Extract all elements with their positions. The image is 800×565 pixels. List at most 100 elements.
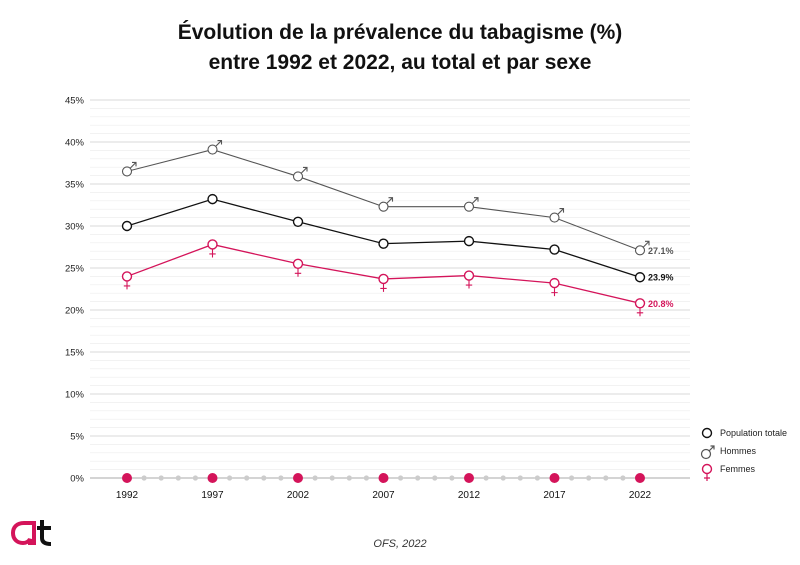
year-dot: [534, 475, 541, 481]
data-point-femmes: [207, 239, 218, 250]
female-symbol-cross: [380, 283, 387, 292]
y-tick-label: 20%: [65, 306, 85, 317]
year-dot: [432, 475, 438, 481]
data-point-total: [378, 238, 389, 249]
year-dot: [244, 475, 250, 481]
female-symbol-icon: [701, 463, 713, 481]
y-tick-label: 35%: [65, 180, 85, 191]
female-symbol-cross: [551, 288, 558, 297]
survey-year-dot: [464, 473, 474, 483]
data-point-hommes: [549, 212, 560, 223]
year-dot: [227, 475, 233, 481]
data-point-hommes: [121, 166, 133, 177]
legend-label-hommes: Hommes: [720, 446, 757, 456]
year-dot: [517, 475, 523, 481]
data-point-hommes: [634, 245, 646, 256]
data-point-femmes: [549, 277, 560, 289]
year-dot: [346, 475, 352, 481]
x-tick-label: 2022: [629, 490, 652, 501]
x-tick-label: 2002: [287, 490, 310, 501]
chart-title-line-1: Évolution de la prévalence du tabagisme …: [177, 21, 623, 44]
end-value-label-total: 23.9%: [648, 273, 674, 283]
year-dot: [175, 475, 181, 481]
series-femmes: 20.8%: [121, 239, 674, 317]
survey-year-dot: [293, 473, 303, 483]
x-tick-label: 1997: [201, 490, 224, 501]
series-total: 23.9%: [121, 193, 674, 283]
year-dot: [620, 475, 626, 481]
end-value-label-hommes: 27.1%: [648, 246, 674, 256]
x-tick-label: 1992: [116, 490, 139, 501]
data-point-total: [292, 216, 304, 228]
year-dot: [449, 475, 455, 481]
legend-label-total: Population totale: [720, 428, 788, 438]
y-tick-label: 45%: [65, 96, 85, 107]
year-dot: [261, 475, 267, 481]
data-point-femmes: [378, 273, 389, 285]
y-tick-label: 15%: [65, 348, 85, 359]
data-point-femmes: [292, 258, 304, 269]
x-tick-label: 2017: [543, 490, 566, 501]
female-symbol-cross: [209, 249, 216, 258]
year-dot: [363, 475, 369, 481]
series-line-hommes: [126, 148, 641, 251]
end-value-label-femmes: 20.8%: [648, 299, 674, 309]
data-point-hommes: [463, 201, 475, 212]
male-symbol-arrow: [301, 166, 308, 174]
female-symbol-cross: [636, 308, 644, 317]
male-symbol-arrow: [472, 197, 479, 204]
y-tick-label: 5%: [70, 432, 84, 443]
year-dot: [192, 475, 198, 481]
year-dot: [415, 475, 421, 481]
year-dot: [500, 475, 506, 481]
year-dot: [141, 475, 147, 481]
male-symbol-arrow: [557, 208, 565, 215]
y-tick-label: 40%: [65, 138, 85, 149]
year-dot: [278, 475, 284, 481]
chart-title-line-2: entre 1992 et 2022, au total et par sexe: [208, 51, 592, 74]
source-note: OFS, 2022: [373, 538, 427, 550]
female-symbol-cross: [123, 281, 131, 290]
y-tick-label: 25%: [65, 264, 85, 275]
male-symbol-arrow: [215, 140, 223, 147]
year-dot: [586, 475, 592, 481]
data-point-hommes: [378, 201, 389, 212]
series-hommes: 27.1%: [121, 140, 674, 256]
survey-year-dot: [378, 473, 389, 483]
data-point-total: [549, 244, 560, 255]
survey-year-dot: [635, 473, 645, 483]
data-point-hommes: [207, 144, 218, 155]
data-point-hommes: [292, 171, 304, 182]
chart-title: Évolution de la prévalence du tabagisme …: [0, 18, 800, 78]
brand-logo: [10, 520, 52, 546]
survey-year-dot: [122, 473, 132, 483]
legend-marker-total: [701, 427, 713, 439]
year-dot: [603, 475, 609, 481]
x-tick-label: 2007: [372, 490, 395, 501]
data-point-femmes: [121, 271, 133, 282]
data-point-total: [121, 220, 133, 232]
male-symbol-arrow: [130, 161, 137, 169]
legend-label-femmes: Femmes: [720, 464, 756, 474]
year-dot: [312, 475, 318, 481]
male-symbol-arrow: [386, 197, 394, 204]
data-point-femmes: [634, 298, 646, 309]
data-point-femmes: [463, 270, 475, 281]
data-point-total: [463, 235, 475, 247]
data-point-total: [634, 272, 646, 283]
year-dot: [398, 475, 404, 481]
year-dot: [158, 475, 164, 481]
female-symbol-cross: [294, 268, 302, 277]
data-point-total: [207, 193, 218, 205]
male-symbol-arrow: [643, 240, 650, 248]
year-dot: [483, 475, 489, 481]
year-dot: [569, 475, 575, 481]
x-tick-label: 2012: [458, 490, 481, 501]
survey-year-dot: [207, 473, 218, 483]
y-tick-label: 30%: [65, 222, 85, 233]
survey-year-dot: [549, 473, 560, 483]
y-tick-label: 10%: [65, 390, 85, 401]
y-tick-label: 0%: [70, 474, 84, 485]
female-symbol-cross: [465, 280, 473, 289]
